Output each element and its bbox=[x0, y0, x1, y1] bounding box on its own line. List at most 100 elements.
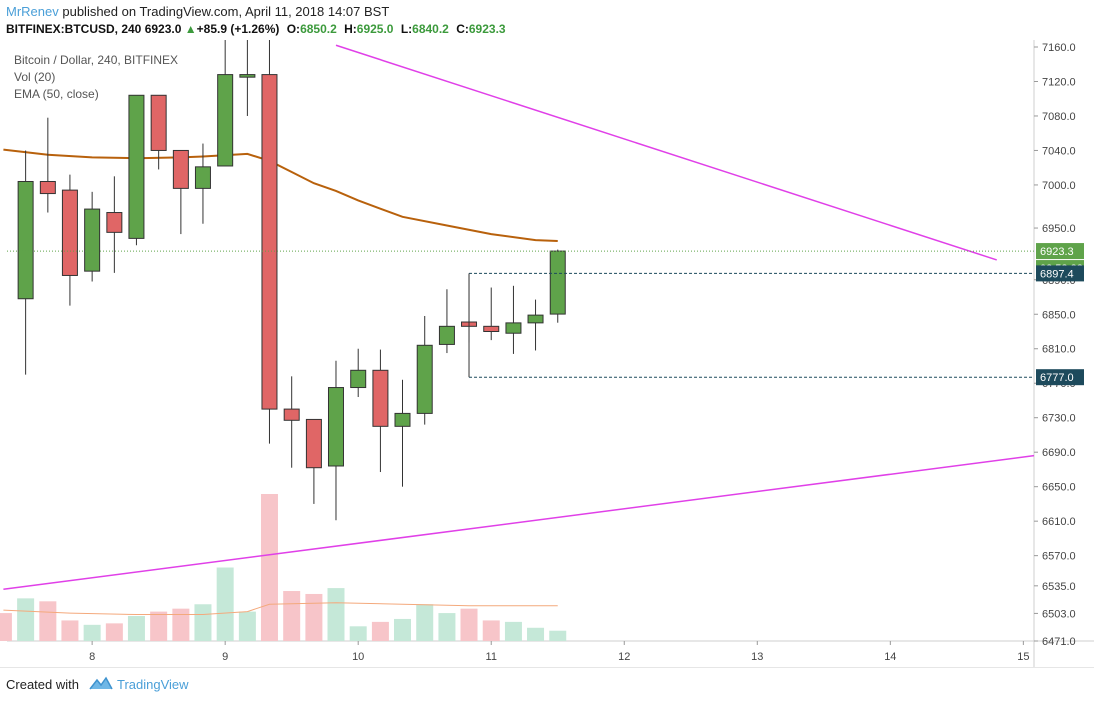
plot-background bbox=[7, 40, 1034, 641]
price-tag-label: 6923.3 bbox=[1040, 246, 1074, 258]
candle-body bbox=[61, 189, 78, 276]
candle-24 bbox=[549, 249, 566, 323]
candle-0 bbox=[17, 150, 34, 375]
candle-10 bbox=[239, 40, 256, 116]
volume-bar-4 bbox=[83, 624, 101, 641]
trendline-layer[interactable] bbox=[3, 44, 1035, 591]
y-tick-label-14: 6570.0 bbox=[1042, 551, 1076, 563]
y-tick-label-2: 7080.0 bbox=[1042, 111, 1076, 123]
candle-body bbox=[84, 208, 101, 272]
volume-bar-0 bbox=[0, 613, 12, 641]
candle-13 bbox=[305, 418, 322, 504]
low-label: L: bbox=[400, 22, 413, 36]
x-tick-label-2: 10 bbox=[352, 651, 364, 663]
candle-layer bbox=[17, 40, 566, 521]
y-tick-label-3: 7040.0 bbox=[1042, 145, 1076, 157]
candle-body bbox=[372, 369, 389, 427]
y-tick-label-15: 6535.0 bbox=[1042, 581, 1076, 593]
time-axis[interactable]: 8 9 10 11 12 13 14 15 bbox=[89, 641, 1029, 663]
tradingview-link[interactable]: TradingView bbox=[117, 677, 189, 692]
x-tick-label-3: 11 bbox=[486, 651, 497, 663]
y-tick-label-0: 7160.0 bbox=[1042, 42, 1076, 54]
candle-9 bbox=[217, 40, 234, 167]
volume-bar-5 bbox=[105, 623, 123, 641]
volume-bar-17 bbox=[371, 621, 389, 641]
volume-layer bbox=[0, 494, 567, 641]
volume-bar-20 bbox=[438, 613, 456, 641]
candle-19 bbox=[438, 289, 455, 354]
footer: Created with TradingView bbox=[0, 667, 1094, 702]
candle-3 bbox=[84, 191, 101, 282]
y-tick-label-11: 6690.0 bbox=[1042, 447, 1076, 459]
close-value: 6923.3 bbox=[468, 22, 506, 36]
price-axis[interactable]: 7160.07120.07080.07040.07000.06950.06890… bbox=[1034, 42, 1076, 648]
ohlc-line: BITFINEX:BTCUSD, 240 6923.0 ▲+85.9 (+1.2… bbox=[6, 22, 506, 36]
low-value: 6840.2 bbox=[412, 22, 449, 36]
candle-body bbox=[17, 180, 34, 300]
price-tag-label: 6777.0 bbox=[1040, 372, 1074, 384]
x-tick-label-0: 8 bbox=[89, 651, 95, 663]
candle-body bbox=[106, 212, 123, 233]
candle-body bbox=[150, 94, 167, 151]
price-tag-level-2: 6897.4 bbox=[1036, 265, 1084, 282]
legend-volume: Vol (20) bbox=[14, 70, 55, 84]
volume-bar-1 bbox=[17, 598, 35, 641]
y-tick-label-8: 6810.0 bbox=[1042, 344, 1076, 356]
volume-bar-7 bbox=[150, 611, 168, 641]
trendline-lower bbox=[3, 454, 1035, 591]
y-tick-label-10: 6730.0 bbox=[1042, 413, 1076, 425]
candle-body bbox=[172, 149, 189, 189]
candle-18 bbox=[416, 315, 433, 425]
last-price: 6923.0 bbox=[144, 22, 182, 36]
y-tick-label-5: 6950.0 bbox=[1042, 223, 1076, 235]
candle-body bbox=[549, 250, 566, 315]
candle-1 bbox=[39, 117, 56, 213]
candle-4 bbox=[106, 176, 123, 273]
chart-header: MrRenev published on TradingView.com, Ap… bbox=[0, 0, 1094, 40]
price-tag-level-3: 6777.0 bbox=[1036, 369, 1084, 386]
range-box-layer[interactable] bbox=[7, 250, 1034, 378]
volume-bar-16 bbox=[349, 626, 367, 641]
volume-bar-10 bbox=[216, 567, 234, 641]
volume-bar-3 bbox=[61, 620, 79, 641]
candle-body bbox=[350, 369, 367, 389]
candle-body bbox=[416, 344, 433, 414]
candle-8 bbox=[194, 143, 211, 224]
volume-bar-9 bbox=[194, 604, 212, 641]
volume-bar-23 bbox=[504, 621, 522, 641]
candle-body bbox=[483, 325, 500, 332]
high-label: H: bbox=[344, 22, 357, 36]
x-tick-label-4: 12 bbox=[618, 651, 630, 663]
volume-bar-15 bbox=[327, 588, 345, 641]
candle-body bbox=[305, 418, 322, 469]
tradingview-logo-icon[interactable] bbox=[88, 674, 114, 692]
author-link[interactable]: MrRenev bbox=[6, 4, 59, 19]
volume-bar-6 bbox=[127, 616, 145, 641]
volume-bar-8 bbox=[172, 608, 190, 641]
price-chart[interactable]: 7160.07120.07080.07040.07000.06950.06890… bbox=[0, 40, 1094, 667]
trendline-upper bbox=[335, 44, 997, 261]
candle-21 bbox=[483, 287, 500, 341]
publish-line: MrRenev published on TradingView.com, Ap… bbox=[6, 4, 389, 19]
candle-body bbox=[128, 94, 145, 239]
candle-body bbox=[261, 74, 278, 410]
candle-body bbox=[527, 314, 544, 324]
price-tag-last-0: 6923.3 bbox=[1036, 243, 1084, 260]
volume-bar-13 bbox=[283, 591, 301, 641]
candle-body bbox=[438, 325, 455, 345]
symbol-label[interactable]: BITFINEX:BTCUSD, 240 bbox=[6, 22, 142, 36]
y-tick-label-7: 6850.0 bbox=[1042, 309, 1076, 321]
price-tag-bg bbox=[1036, 265, 1084, 282]
price-tag-label: 6897.4 bbox=[1040, 268, 1074, 280]
chart-title: Bitcoin / Dollar, 240, BITFINEX bbox=[14, 53, 178, 67]
volume-bar-11 bbox=[238, 611, 256, 641]
publish-info: published on TradingView.com, April 11, … bbox=[58, 4, 390, 19]
candle-body bbox=[394, 412, 411, 427]
candle-17 bbox=[394, 379, 411, 487]
candle-5 bbox=[128, 94, 145, 246]
candle-15 bbox=[350, 348, 367, 398]
price-tag-bg bbox=[1036, 243, 1084, 260]
candle-23 bbox=[527, 299, 544, 351]
candle-body bbox=[239, 74, 256, 78]
